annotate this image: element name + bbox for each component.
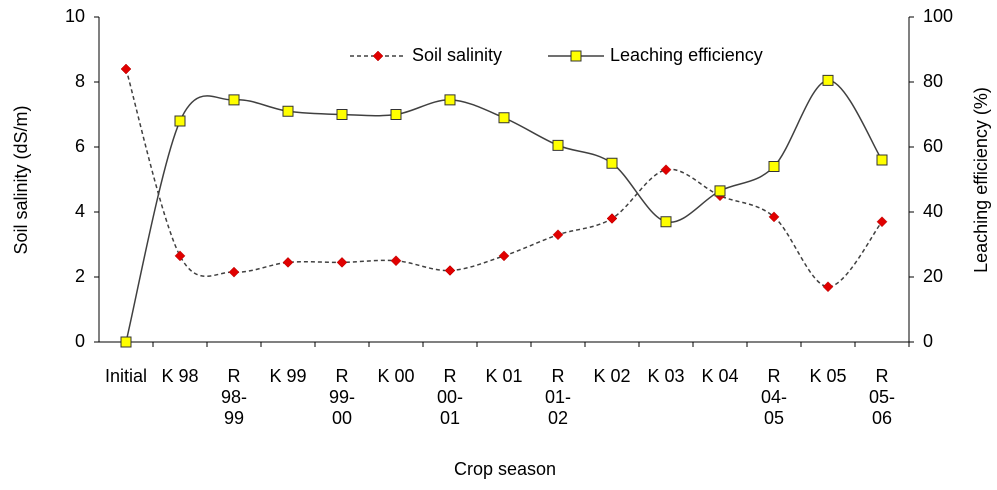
data-point — [120, 336, 132, 348]
y-tick-label: 6 — [75, 136, 85, 156]
x-axis-title: Crop season — [454, 459, 556, 479]
data-point — [498, 250, 510, 262]
data-point — [444, 265, 456, 276]
data-point — [174, 115, 186, 127]
x-tick-label: R 00- 01 — [436, 366, 463, 428]
legend-marker — [570, 50, 582, 62]
data-point — [174, 250, 186, 262]
data-point — [768, 161, 780, 172]
x-tick-label: R 01- 02 — [544, 366, 571, 428]
x-tick-label: K 02 — [593, 366, 631, 386]
data-point — [282, 105, 294, 117]
data-point — [120, 63, 132, 75]
data-point — [228, 266, 240, 278]
data-point — [876, 216, 888, 228]
data-point — [822, 74, 834, 86]
x-tick-label: K 03 — [647, 366, 685, 386]
data-point — [606, 213, 618, 224]
y2-tick-label: 20 — [923, 266, 943, 286]
x-tick-label: R 05- 06 — [868, 366, 895, 428]
data-point — [336, 109, 348, 120]
y2-tick-label: 60 — [923, 136, 943, 156]
data-point — [498, 112, 510, 124]
y-tick-label: 2 — [75, 266, 85, 286]
data-point — [336, 257, 348, 268]
x-tick-label: K 01 — [485, 366, 523, 386]
data-point — [282, 257, 294, 268]
y-tick-label: 4 — [75, 201, 85, 221]
data-point — [552, 229, 564, 241]
legend-label: Leaching efficiency — [610, 45, 763, 65]
data-point — [660, 164, 672, 176]
y-tick-label: 8 — [75, 71, 85, 91]
data-point — [714, 185, 726, 197]
data-point — [876, 154, 888, 166]
data-point — [822, 281, 834, 293]
x-tick-label: Initial — [104, 366, 148, 386]
data-point — [444, 94, 456, 106]
x-tick-label: R 04- 05 — [760, 366, 787, 428]
x-tick-label: K 98 — [161, 366, 199, 386]
y2-tick-label: 100 — [923, 6, 953, 26]
x-tick-label: K 04 — [701, 366, 739, 386]
x-tick-label: R 98- 99 — [220, 366, 247, 428]
data-point — [768, 211, 780, 223]
y-tick-label: 10 — [65, 6, 85, 26]
data-point — [390, 109, 402, 120]
y2-tick-label: 0 — [923, 331, 933, 351]
x-tick-label: K 99 — [269, 366, 307, 386]
legend-label: Soil salinity — [412, 45, 502, 65]
legend-marker — [372, 50, 384, 62]
y2-tick-label: 40 — [923, 201, 943, 221]
x-tick-label: K 05 — [809, 366, 847, 386]
data-point — [660, 216, 672, 228]
data-point — [552, 139, 564, 151]
data-point — [390, 255, 402, 267]
y2-tick-label: 80 — [923, 71, 943, 91]
y-axis-title: Soil salinity (dS/m) — [11, 105, 31, 254]
x-tick-label: R 99- 00 — [328, 366, 355, 428]
data-point — [606, 157, 618, 169]
x-tick-label: K 00 — [377, 366, 415, 386]
data-point — [228, 94, 240, 106]
y-tick-label: 0 — [75, 331, 85, 351]
y2-axis-title: Leaching efficiency (%) — [971, 87, 991, 273]
